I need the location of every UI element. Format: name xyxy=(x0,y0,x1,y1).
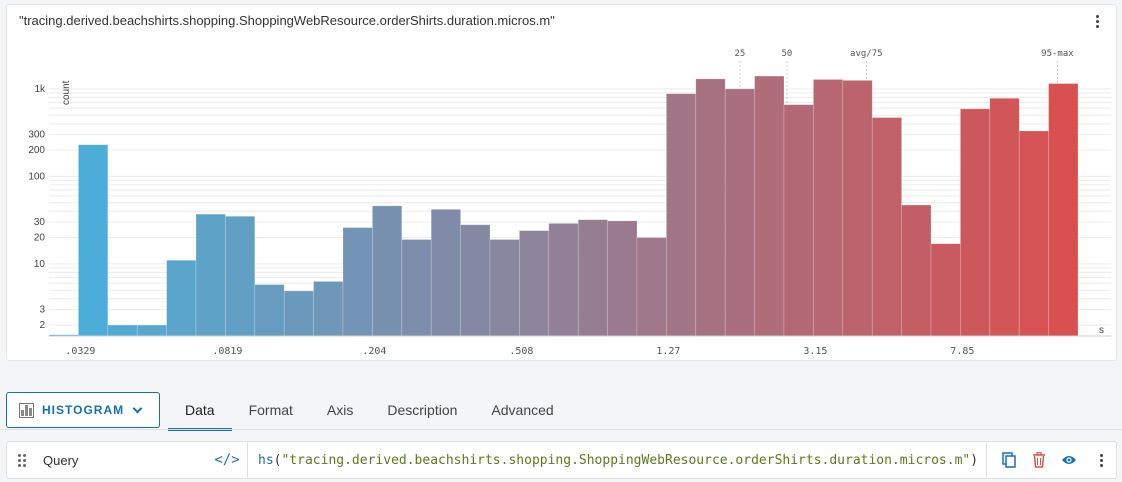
histogram-bar xyxy=(666,93,697,337)
histogram-bar xyxy=(430,209,461,337)
histogram-bar xyxy=(813,79,844,337)
x-tick-label: 7.85 xyxy=(950,346,974,357)
editor-tabs: Data Format Axis Description Advanced xyxy=(168,390,571,431)
histogram-bar xyxy=(989,98,1020,337)
chart-type-dropdown[interactable]: HISTOGRAM xyxy=(6,392,160,428)
code-toggle-icon[interactable]: </> xyxy=(214,452,240,468)
row-menu-icon[interactable] xyxy=(1091,450,1111,470)
histogram-bar xyxy=(607,220,638,337)
percentile-label: 50 xyxy=(782,49,793,59)
histogram-bar xyxy=(401,239,432,337)
histogram-bar xyxy=(166,259,197,337)
x-tick-label: .204 xyxy=(362,346,386,357)
query-close-paren: ) xyxy=(970,452,979,468)
chart-panel: "tracing.derived.beachshirts.shopping.Sh… xyxy=(6,4,1117,361)
histogram-bar xyxy=(842,80,873,337)
histogram-bar xyxy=(107,324,138,337)
y-tick-label: 2 xyxy=(39,320,45,331)
x-tick-label: 3.15 xyxy=(803,346,827,357)
histogram-icon xyxy=(19,402,34,418)
x-axis-unit-label: s xyxy=(1099,325,1104,336)
histogram-bar xyxy=(577,219,608,337)
query-label: Query xyxy=(43,452,79,468)
histogram-bar xyxy=(695,78,726,337)
histogram-bar xyxy=(960,108,991,337)
query-function: hs xyxy=(258,452,274,468)
chart-title: "tracing.derived.beachshirts.shopping.Sh… xyxy=(19,13,555,28)
query-argument: "tracing.derived.beachshirts.shopping.Sh… xyxy=(281,452,971,468)
percentile-label: avg/75 xyxy=(850,49,883,59)
histogram-bar xyxy=(783,104,814,337)
histogram-bar xyxy=(342,227,373,337)
histogram-bar xyxy=(548,223,579,337)
y-tick-label: 1k xyxy=(34,84,46,95)
y-tick-label: 200 xyxy=(28,145,45,156)
y-tick-label: 300 xyxy=(28,130,45,141)
histogram-bar xyxy=(930,243,961,337)
histogram-bar xyxy=(1048,83,1079,337)
tab-advanced[interactable]: Advanced xyxy=(491,402,554,418)
eye-icon[interactable] xyxy=(1061,452,1077,468)
query-open-paren: ( xyxy=(273,452,282,468)
tabs-divider xyxy=(0,429,1122,430)
chart-menu-icon[interactable] xyxy=(1087,11,1107,31)
histogram-bar xyxy=(754,75,785,337)
histogram-bar xyxy=(489,239,520,337)
histogram-bar xyxy=(225,215,256,337)
histogram-bar xyxy=(136,324,167,337)
percentile-label: 25 xyxy=(734,49,745,59)
histogram-bar xyxy=(195,213,226,337)
histogram-bar xyxy=(283,290,314,337)
x-tick-label: .0329 xyxy=(65,346,95,357)
y-tick-label: 10 xyxy=(34,259,46,270)
query-actions xyxy=(987,450,1111,470)
query-input[interactable]: hs("tracing.derived.beachshirts.shopping… xyxy=(247,442,987,478)
histogram-chart: 1k 300 200 100 30 20 10 3 2 count 25 50 avg/75 95-max… xyxy=(28,49,1111,357)
x-tick-label: .0819 xyxy=(212,346,242,357)
copy-icon[interactable] xyxy=(1001,452,1017,468)
histogram-bar xyxy=(254,284,285,337)
tab-axis[interactable]: Axis xyxy=(326,402,354,418)
chart-type-label: HISTOGRAM xyxy=(42,403,125,417)
drag-handle-icon[interactable] xyxy=(7,453,37,467)
histogram-bar xyxy=(313,281,344,337)
percentile-label: 95-max xyxy=(1041,49,1074,59)
chart-editor-toolbar: HISTOGRAM Data Format Axis Description A… xyxy=(0,390,1122,431)
histogram-bar xyxy=(1018,130,1049,337)
histogram-bar xyxy=(724,88,755,337)
query-row: Query </> hs("tracing.derived.beachshirt… xyxy=(6,441,1117,479)
y-tick-label: 20 xyxy=(34,233,46,244)
chevron-down-icon xyxy=(132,403,143,413)
tab-data[interactable]: Data xyxy=(168,390,232,431)
tab-format[interactable]: Format xyxy=(248,402,293,418)
histogram-bar xyxy=(460,224,491,337)
x-tick-label: 1.27 xyxy=(656,346,680,357)
y-axis-label: count xyxy=(61,80,72,105)
histogram-bar xyxy=(636,237,667,337)
histogram-bar xyxy=(871,117,902,337)
histogram-bar xyxy=(901,204,932,337)
histogram-bar xyxy=(372,205,403,337)
histogram-bar xyxy=(519,230,550,337)
y-tick-label: 100 xyxy=(28,171,45,182)
trash-icon[interactable] xyxy=(1031,452,1047,468)
y-tick-label: 3 xyxy=(39,305,45,316)
y-tick-label: 30 xyxy=(34,217,46,228)
histogram-bar xyxy=(78,144,109,337)
tab-description[interactable]: Description xyxy=(387,402,458,418)
x-tick-label: .508 xyxy=(509,346,533,357)
